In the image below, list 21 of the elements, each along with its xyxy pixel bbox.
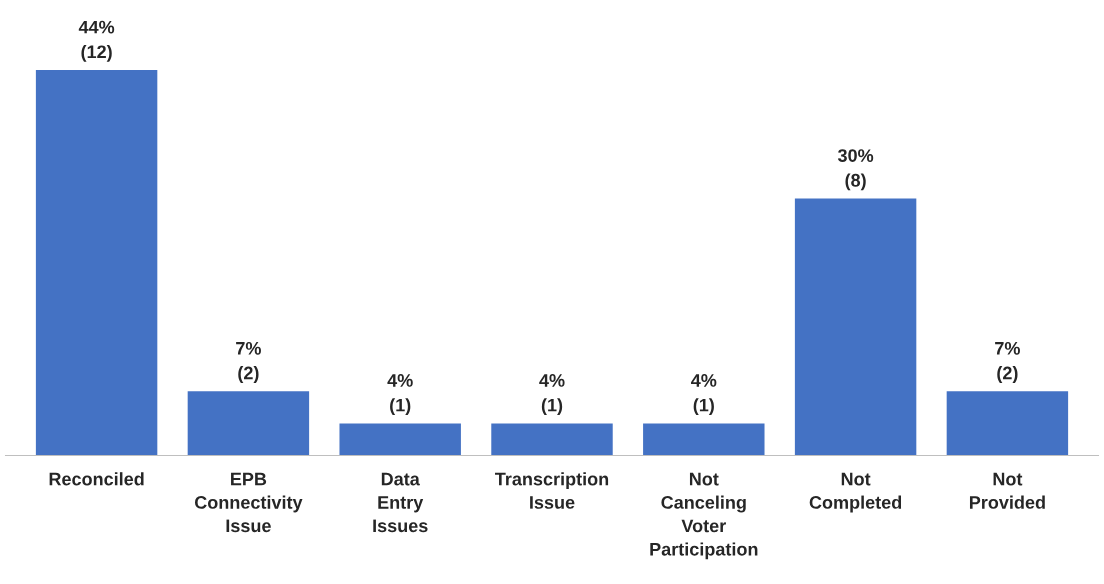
bar (35, 70, 158, 456)
data-label: 44% (12) (78, 20, 115, 62)
x-tick-label: Reconciled (49, 472, 144, 486)
x-tick-label: Not Canceling Voter Participation (650, 472, 758, 560)
bar (339, 423, 461, 456)
x-tick-label: Transcription Issue (495, 472, 609, 509)
bar (491, 423, 613, 456)
data-label: 7% (2) (236, 341, 261, 383)
data-label: 4% (1) (691, 374, 717, 416)
bar (946, 391, 1069, 456)
x-tick-label: Not Provided (969, 472, 1045, 509)
data-label: 30% (8) (837, 149, 874, 191)
bar (794, 198, 917, 456)
x-tick-label: Data Entry Issues (373, 472, 428, 533)
x-tick-label: Not Completed (809, 472, 902, 513)
data-label: 4% (1) (539, 374, 565, 416)
bar (643, 423, 765, 456)
x-tick-label: EPB Connectivity Issue (194, 472, 303, 533)
data-label: 7% (2) (995, 341, 1020, 383)
bar (187, 391, 310, 456)
data-label: 4% (1) (387, 374, 413, 416)
